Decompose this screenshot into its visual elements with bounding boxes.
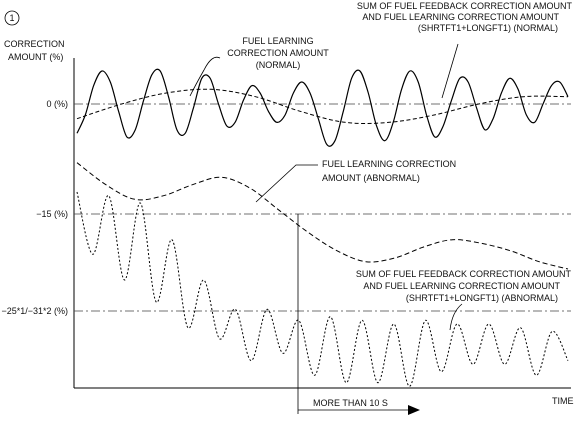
callout-abnormal-sum-line-2: AND FUEL LEARNING CORRECTION AMOUNT [363, 281, 560, 291]
figure-number-badge: 1 [4, 10, 20, 26]
callout-abnormal-learning-line-2: AMOUNT (ABNORMAL) [322, 173, 420, 183]
time-marker-label: MORE THAN 10 S [313, 398, 388, 408]
series-abnormal-learning-line [76, 162, 569, 270]
callout-abnormal-sum-line-1: SUM OF FUEL FEEDBACK CORRECTION AMOUNT [356, 269, 572, 279]
callout-normal-learning-line-2: CORRECTION AMOUNT [227, 48, 329, 58]
callout-normal-sum-line-1: SUM OF FUEL FEEDBACK CORRECTION AMOUNT [357, 1, 573, 11]
callout-abnormal-learning: FUEL LEARNING CORRECTION AMOUNT (ABNORMA… [255, 159, 456, 203]
callout-abnormal-learning-line-1: FUEL LEARNING CORRECTION [322, 159, 456, 169]
callout-normal-learning-line-1: FUEL LEARNING [242, 36, 313, 46]
series-normal-sum-line [76, 68, 569, 147]
y-axis-label-line-1: CORRECTION [4, 39, 65, 49]
y-axis-label-line-2: AMOUNT (%) [8, 52, 63, 62]
y-tick-label-minus15: −15 (%) [36, 209, 68, 219]
callout-abnormal-sum-line-3: (SHRTFT1+LONGFT1) (ABNORMAL) [406, 293, 558, 303]
time-marker-arrow [298, 405, 420, 415]
series-normal-learning-line [76, 88, 569, 124]
x-axis-label: TIME [552, 396, 574, 406]
callout-normal-learning-line-3: (NORMAL) [256, 60, 301, 70]
series-abnormal-sum-line [76, 191, 569, 387]
figure-number: 1 [9, 13, 14, 23]
y-tick-label-0: 0 (%) [46, 99, 68, 109]
callout-normal-learning: FUEL LEARNING CORRECTION AMOUNT (NORMAL) [189, 36, 329, 97]
callout-normal-sum: SUM OF FUEL FEEDBACK CORRECTION AMOUNT A… [357, 1, 573, 99]
callout-normal-sum-line-3: (SHRTFT1+LONGFT1) (NORMAL) [418, 23, 558, 33]
callout-normal-sum-line-2: AND FUEL LEARNING CORRECTION AMOUNT [362, 12, 559, 22]
callout-abnormal-sum: SUM OF FUEL FEEDBACK CORRECTION AMOUNT A… [356, 269, 572, 331]
y-tick-label-minus25-31: −25*1/−31*2 (%) [1, 306, 68, 316]
